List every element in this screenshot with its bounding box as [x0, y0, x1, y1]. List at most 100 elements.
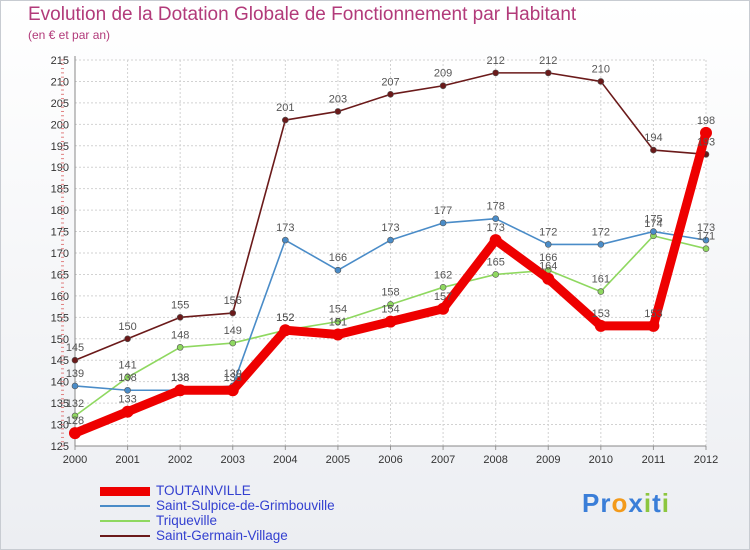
data-point-saint-germain-village — [124, 335, 131, 343]
data-label-toutainville: 138 — [224, 372, 242, 384]
data-point-toutainville — [226, 384, 239, 397]
data-point-triqueville — [702, 245, 710, 253]
x-tick-label: 2011 — [642, 454, 666, 466]
legend-swatch — [100, 505, 150, 507]
data-label-saint-germain-village: 212 — [539, 55, 557, 67]
axes: 1251301351401451501551601651701751801851… — [51, 55, 719, 466]
data-point-saint-sulpice-de-grimbouville — [282, 236, 289, 244]
data-point-saint-sulpice-de-grimbouville — [492, 215, 499, 222]
data-label-saint-germain-village: 193 — [697, 136, 715, 148]
y-tick-label: 125 — [51, 441, 69, 453]
data-label-toutainville: 154 — [381, 304, 399, 316]
data-label-toutainville: 152 — [276, 312, 294, 324]
data-label-saint-germain-village: 212 — [486, 55, 504, 67]
data-point-toutainville — [331, 328, 344, 341]
y-tick-label: 145 — [51, 355, 69, 367]
data-label-triqueville: 154 — [329, 304, 347, 316]
data-label-saint-sulpice-de-grimbouville: 177 — [434, 205, 452, 217]
data-label-saint-sulpice-de-grimbouville: 172 — [592, 226, 610, 238]
x-tick-label: 2006 — [378, 454, 402, 466]
logo-letter: i — [661, 488, 670, 518]
data-label-toutainville: 133 — [118, 394, 136, 406]
y-tick-label: 150 — [51, 334, 69, 346]
data-label-toutainville: 173 — [486, 222, 504, 234]
y-tick-label: 175 — [51, 227, 69, 239]
data-label-toutainville: 128 — [66, 415, 84, 427]
data-point-saint-sulpice-de-grimbouville — [650, 228, 657, 235]
data-point-saint-sulpice-de-grimbouville — [544, 241, 552, 248]
y-tick-label: 195 — [51, 141, 69, 153]
data-label-toutainville: 164 — [539, 261, 557, 273]
data-point-triqueville — [387, 301, 394, 308]
y-tick-label: 135 — [51, 398, 69, 410]
x-tick-label: 2002 — [168, 454, 192, 466]
data-label-saint-germain-village: 155 — [171, 299, 189, 311]
data-label-saint-germain-village: 201 — [276, 102, 294, 114]
data-label-triqueville: 166 — [539, 252, 557, 264]
data-label-toutainville: 157 — [434, 291, 452, 303]
data-label-saint-germain-village: 194 — [644, 132, 662, 144]
x-tick-label: 2004 — [273, 454, 297, 466]
x-tick-label: 2005 — [326, 454, 350, 466]
data-label-saint-sulpice-de-grimbouville: 178 — [486, 201, 504, 213]
data-point-triqueville — [597, 288, 605, 295]
data-label-triqueville: 158 — [381, 286, 399, 298]
legend-label: Triqueville — [156, 513, 218, 528]
data-label-triqueville: 171 — [697, 231, 715, 243]
data-point-toutainville — [489, 234, 502, 247]
chart-subtitle: (en € et par an) — [28, 28, 111, 42]
data-label-saint-sulpice-de-grimbouville: 172 — [539, 226, 557, 238]
data-label-saint-germain-village: 209 — [434, 68, 452, 80]
x-tick-label: 2000 — [63, 454, 87, 466]
data-label-saint-germain-village: 150 — [118, 321, 136, 333]
data-label-saint-sulpice-de-grimbouville: 166 — [329, 252, 347, 264]
data-point-triqueville — [492, 271, 499, 278]
data-label-toutainville: 153 — [644, 308, 662, 320]
data-label-saint-germain-village: 145 — [66, 342, 84, 354]
proxiti-logo: Proxiti — [582, 488, 670, 519]
y-tick-label: 165 — [51, 269, 69, 281]
data-label-toutainville: 153 — [592, 308, 610, 320]
data-point-toutainville — [700, 126, 712, 139]
data-point-saint-sulpice-de-grimbouville — [597, 241, 605, 248]
data-point-toutainville — [279, 324, 292, 337]
data-label-triqueville: 132 — [66, 398, 84, 410]
legend-label: Saint-Sulpice-de-Grimbouville — [156, 498, 335, 513]
x-tick-label: 2007 — [431, 454, 455, 466]
data-label-saint-sulpice-de-grimbouville: 139 — [224, 368, 242, 380]
data-point-saint-germain-village — [439, 82, 447, 90]
data-label-triqueville: 174 — [644, 218, 662, 230]
data-point-toutainville — [594, 319, 607, 332]
data-labels: 145 150 155 156 201 203 207 209 212 212 210 194 193 1… — [66, 55, 715, 427]
data-label-saint-germain-village: 210 — [592, 63, 610, 75]
data-label-triqueville: 161 — [592, 274, 610, 286]
logo-letter: t — [652, 488, 662, 518]
data-point-saint-sulpice-de-grimbouville — [702, 236, 710, 244]
data-point-saint-sulpice-de-grimbouville — [334, 266, 342, 274]
data-point-toutainville — [437, 302, 450, 315]
data-point-triqueville — [334, 318, 342, 325]
data-label-toutainville: 151 — [329, 316, 347, 328]
data-point-saint-germain-village — [387, 91, 394, 98]
y-tick-label: 185 — [51, 184, 69, 196]
legend-swatch — [100, 487, 150, 496]
y-tick-label: 205 — [51, 98, 69, 110]
data-label-saint-germain-village: 156 — [224, 295, 242, 307]
data-point-saint-germain-village — [650, 146, 657, 154]
y-tick-label: 160 — [51, 291, 69, 303]
data-point-saint-germain-village — [176, 314, 184, 321]
data-label-toutainville: 198 — [697, 115, 715, 127]
data-point-saint-germain-village — [492, 69, 499, 77]
series — [69, 69, 712, 440]
y-tick-label: 155 — [51, 312, 69, 324]
logo-letter: o — [611, 488, 629, 518]
y-tick-label: 200 — [51, 119, 69, 131]
chart-title: Evolution de la Dotation Globale de Fonc… — [28, 4, 577, 25]
y-tick-label: 170 — [51, 248, 69, 260]
data-label-saint-sulpice-de-grimbouville: 173 — [276, 222, 294, 234]
logo-letter: P — [582, 488, 601, 518]
grid — [74, 59, 707, 447]
logo-letter: i — [643, 488, 653, 518]
data-point-saint-sulpice-de-grimbouville — [71, 382, 79, 390]
x-tick-label: 2008 — [483, 454, 507, 466]
